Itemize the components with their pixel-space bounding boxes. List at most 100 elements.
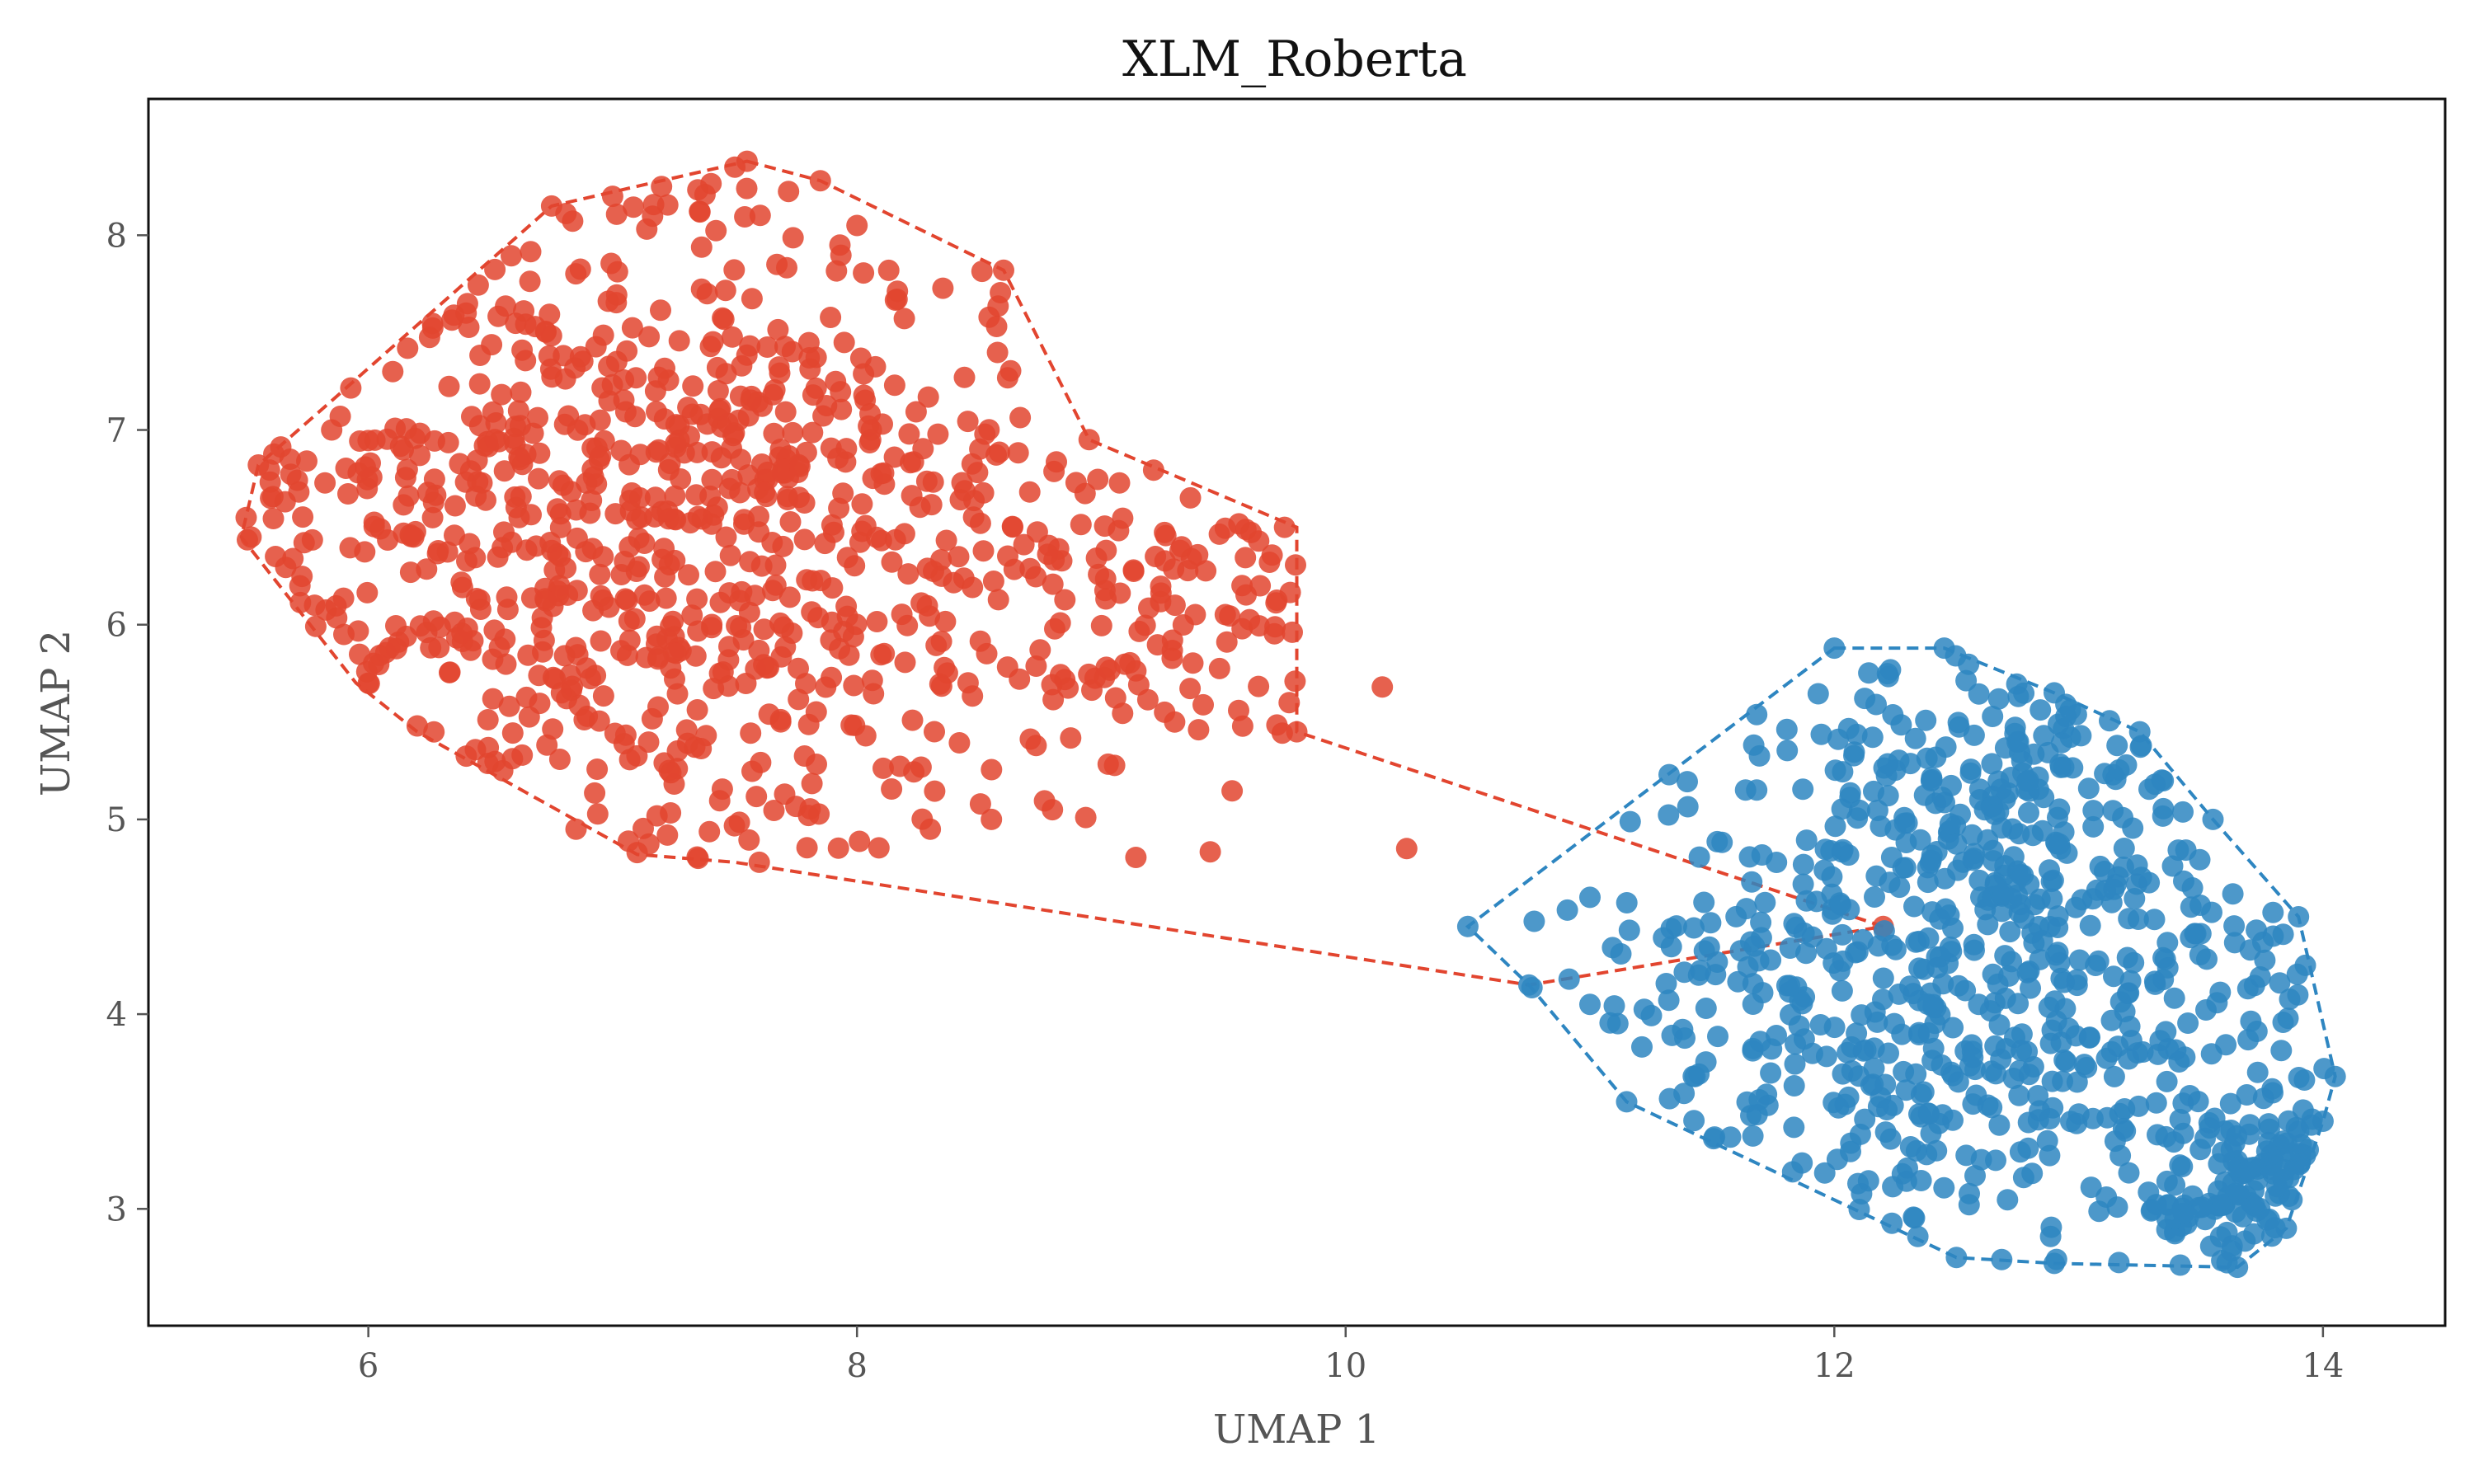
data-point: [624, 406, 647, 428]
data-point: [1848, 1199, 1870, 1220]
data-point: [423, 468, 445, 491]
data-point: [509, 448, 531, 471]
data-point: [842, 626, 864, 648]
data-point: [1766, 1025, 1787, 1046]
data-point: [2102, 763, 2124, 786]
data-point: [2008, 1084, 2030, 1106]
data-point: [2029, 948, 2051, 970]
data-point: [454, 471, 477, 493]
data-point: [262, 508, 285, 529]
data-point: [738, 601, 760, 623]
data-point: [1866, 800, 1888, 821]
data-point: [616, 644, 638, 666]
data-point: [235, 506, 257, 528]
data-point: [1741, 871, 1763, 893]
data-point: [1742, 1125, 1764, 1147]
cluster-hull: [1465, 646, 2337, 1270]
data-point: [884, 528, 906, 551]
data-point: [1754, 891, 1776, 913]
data-point: [935, 529, 957, 552]
data-point: [1154, 701, 1176, 723]
data-point: [821, 577, 844, 599]
data-point: [858, 432, 881, 453]
data-point: [809, 170, 831, 192]
data-point: [385, 615, 407, 636]
data-point: [2021, 1162, 2044, 1185]
data-point: [721, 437, 742, 459]
plot-frame: [147, 97, 2447, 1327]
data-point: [1395, 838, 1418, 860]
data-point: [1994, 945, 2016, 967]
data-point: [897, 563, 920, 585]
data-point: [2080, 1176, 2102, 1199]
x-tick-label: 12: [1813, 1347, 1856, 1385]
data-point: [1746, 703, 1768, 726]
data-point: [1872, 967, 1894, 989]
data-point: [698, 820, 721, 843]
data-point: [1661, 1024, 1683, 1046]
data-point: [1599, 1012, 1621, 1034]
data-point: [1955, 1144, 1978, 1167]
data-point: [1916, 1144, 1938, 1166]
data-point: [1881, 1212, 1903, 1234]
data-point: [1009, 406, 1032, 429]
data-point: [987, 589, 1009, 611]
data-point: [782, 421, 804, 444]
data-point: [2164, 1223, 2186, 1245]
data-point: [1823, 637, 1846, 660]
data-point: [2030, 699, 2052, 721]
data-point: [468, 589, 491, 611]
data-point: [1095, 588, 1117, 610]
data-point: [825, 260, 848, 282]
data-point: [1602, 937, 1624, 959]
data-point: [2037, 741, 2059, 763]
data-point: [690, 236, 713, 258]
data-point: [1793, 922, 1815, 944]
data-point: [686, 588, 708, 610]
data-point: [1125, 847, 1147, 868]
data-point: [656, 500, 679, 523]
data-point: [468, 373, 491, 395]
data-point: [2281, 1189, 2303, 1211]
data-point: [1783, 1075, 1805, 1097]
data-point: [565, 636, 587, 659]
data-point: [1947, 711, 1969, 734]
data-point: [2258, 1208, 2280, 1230]
data-point: [2196, 948, 2218, 970]
data-point: [1284, 670, 1306, 693]
data-point: [1915, 709, 1937, 731]
data-point: [2117, 983, 2138, 1004]
data-point: [884, 289, 906, 311]
data-point: [1192, 693, 1214, 716]
data-point: [982, 571, 1004, 592]
data-point: [745, 786, 768, 808]
data-point: [1150, 575, 1172, 598]
data-point: [2013, 682, 2035, 704]
data-point: [2065, 896, 2087, 918]
data-point: [2195, 999, 2217, 1021]
data-point: [1982, 796, 2004, 818]
data-point: [501, 722, 524, 744]
data-point: [590, 630, 612, 652]
data-point: [636, 218, 658, 240]
data-point: [548, 470, 571, 492]
data-point: [591, 377, 614, 399]
data-point: [385, 637, 407, 660]
data-point: [2103, 965, 2124, 988]
data-point: [538, 345, 560, 367]
data-point: [853, 384, 875, 406]
data-point: [291, 566, 313, 588]
data-point: [1840, 1132, 1862, 1154]
data-point: [665, 642, 687, 665]
data-point: [1824, 759, 1846, 782]
data-point: [576, 705, 599, 727]
data-point: [782, 227, 804, 249]
data-point: [797, 805, 820, 827]
data-point: [438, 375, 460, 397]
data-point: [1939, 813, 1961, 835]
data-point: [535, 589, 557, 612]
data-point: [699, 336, 722, 358]
data-point: [911, 808, 934, 830]
data-point: [1980, 1060, 2002, 1082]
data-point: [481, 334, 503, 356]
